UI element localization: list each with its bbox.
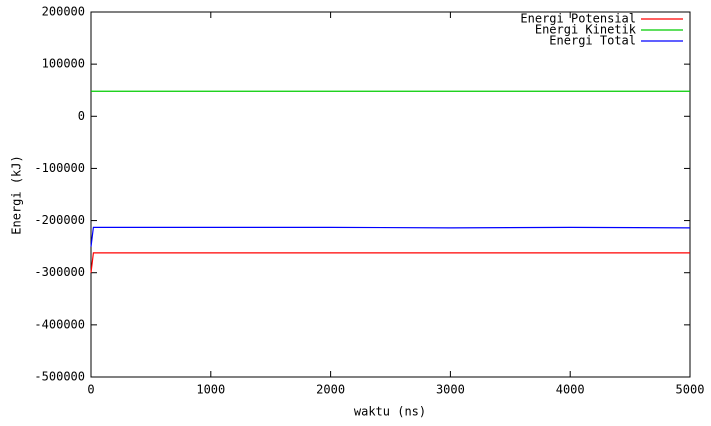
y-axis-label: Energi (kJ) xyxy=(10,155,24,234)
legend-label: Energi Total xyxy=(549,34,636,48)
x-axis-label: waktu (ns) xyxy=(354,405,426,419)
y-tick-label: -500000 xyxy=(34,370,85,384)
y-tick-label: -300000 xyxy=(34,265,85,279)
x-tick-label: 2000 xyxy=(316,383,345,397)
y-tick-label: 200000 xyxy=(42,5,85,19)
x-tick-label: 4000 xyxy=(556,383,585,397)
y-tick-label: -100000 xyxy=(34,161,85,175)
x-tick-label: 3000 xyxy=(436,383,465,397)
plot-border xyxy=(90,11,691,378)
series-line xyxy=(90,252,690,273)
x-tick-label: 0 xyxy=(87,383,94,397)
x-tick-label: 5000 xyxy=(676,383,705,397)
y-tick-label: -400000 xyxy=(34,317,85,331)
legend-label: Energi Kinetik xyxy=(535,23,637,37)
y-tick-label: 0 xyxy=(78,109,85,123)
series-line xyxy=(90,226,691,247)
y-tick-label: -200000 xyxy=(34,213,85,227)
x-tick-label: 1000 xyxy=(196,383,225,397)
legend-label: Energi Potensial xyxy=(520,12,636,26)
y-tick-label: 100000 xyxy=(42,57,85,71)
